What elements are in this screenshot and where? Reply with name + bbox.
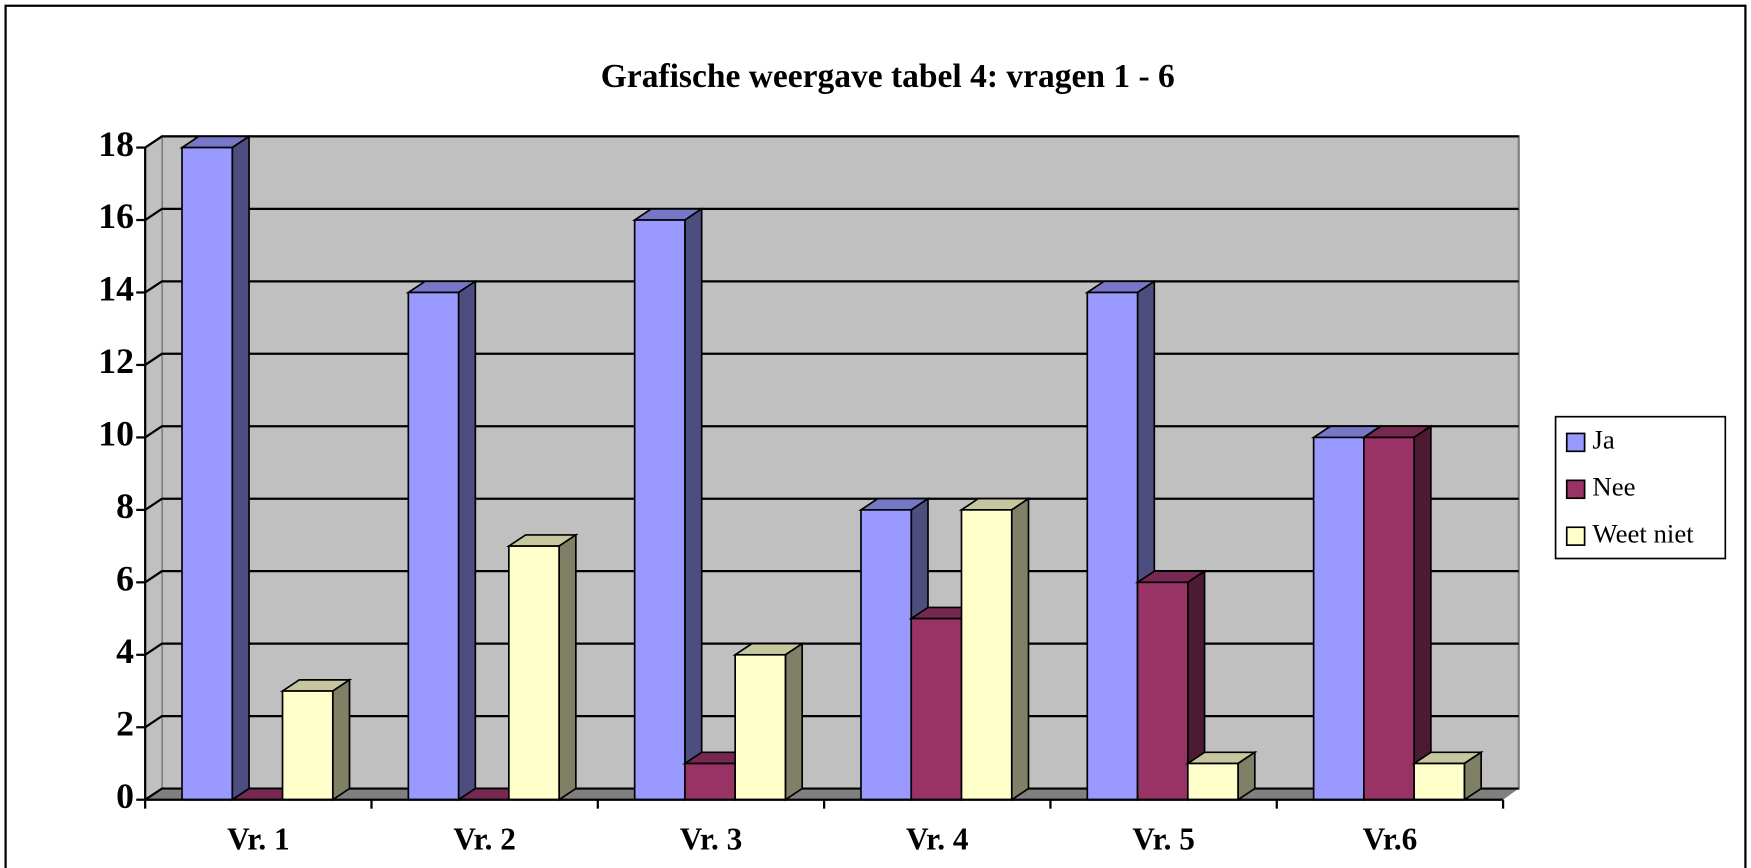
y-tick-label: 6 bbox=[116, 559, 134, 599]
bar bbox=[1413, 762, 1466, 801]
x-tick-label: Vr. 2 bbox=[453, 821, 516, 856]
grid-line bbox=[144, 714, 1519, 729]
y-tick-label: 12 bbox=[98, 341, 134, 381]
bar bbox=[1136, 581, 1189, 801]
bar-side bbox=[558, 533, 577, 802]
bar bbox=[181, 146, 234, 801]
bar-side bbox=[457, 279, 477, 802]
bar bbox=[910, 617, 963, 801]
legend-swatch bbox=[1565, 432, 1586, 453]
x-tick-label: Vr.6 bbox=[1363, 821, 1418, 856]
grid-line bbox=[144, 280, 1519, 294]
floor bbox=[145, 788, 1519, 800]
y-tick-label: 4 bbox=[116, 631, 134, 671]
grid-line bbox=[144, 497, 1519, 511]
bar bbox=[1312, 436, 1365, 801]
y-tick-label: 14 bbox=[98, 269, 134, 309]
bar bbox=[684, 762, 737, 801]
grid-line bbox=[144, 135, 1519, 149]
grid-line bbox=[144, 642, 1519, 656]
bar-side bbox=[231, 134, 250, 802]
bar bbox=[1363, 436, 1415, 801]
bar bbox=[508, 545, 560, 801]
grid-line bbox=[144, 787, 1519, 801]
legend-swatch bbox=[1565, 526, 1586, 546]
side-wall bbox=[144, 135, 163, 801]
y-tick-label: 10 bbox=[98, 414, 134, 454]
y-tick-label: 8 bbox=[116, 486, 134, 526]
bar bbox=[860, 509, 913, 801]
legend-swatch bbox=[1565, 479, 1586, 500]
legend-label: Weet niet bbox=[1592, 518, 1694, 548]
chart-title: Grafische weergave tabel 4: vragen 1 - 6 bbox=[601, 58, 1175, 95]
y-tick-label: 0 bbox=[116, 776, 134, 816]
grid-line bbox=[144, 425, 1519, 439]
grid-line bbox=[144, 207, 1519, 221]
bar bbox=[734, 653, 787, 801]
bar bbox=[1086, 291, 1139, 801]
bar-side bbox=[1010, 497, 1030, 802]
y-tick-label: 16 bbox=[98, 196, 134, 236]
grid-line bbox=[144, 352, 1519, 366]
y-tick-label: 18 bbox=[98, 124, 134, 164]
bar-side bbox=[331, 678, 351, 802]
legend-label: Nee bbox=[1592, 471, 1635, 501]
grid-line bbox=[144, 570, 1519, 584]
x-tick-label: Vr. 3 bbox=[680, 821, 743, 856]
x-tick-label: Vr. 4 bbox=[906, 821, 969, 856]
legend-label: Ja bbox=[1592, 425, 1614, 455]
bar-side bbox=[1413, 424, 1432, 802]
bar bbox=[1186, 762, 1239, 801]
bar-side bbox=[684, 207, 703, 802]
bar-side bbox=[784, 642, 804, 802]
bar bbox=[407, 291, 460, 801]
y-tick-label: 2 bbox=[116, 703, 134, 743]
bar bbox=[633, 219, 686, 801]
x-tick-label: Vr. 1 bbox=[227, 821, 289, 856]
bar bbox=[960, 509, 1013, 801]
bar bbox=[281, 690, 334, 801]
x-tick-label: Vr. 5 bbox=[1132, 821, 1194, 856]
